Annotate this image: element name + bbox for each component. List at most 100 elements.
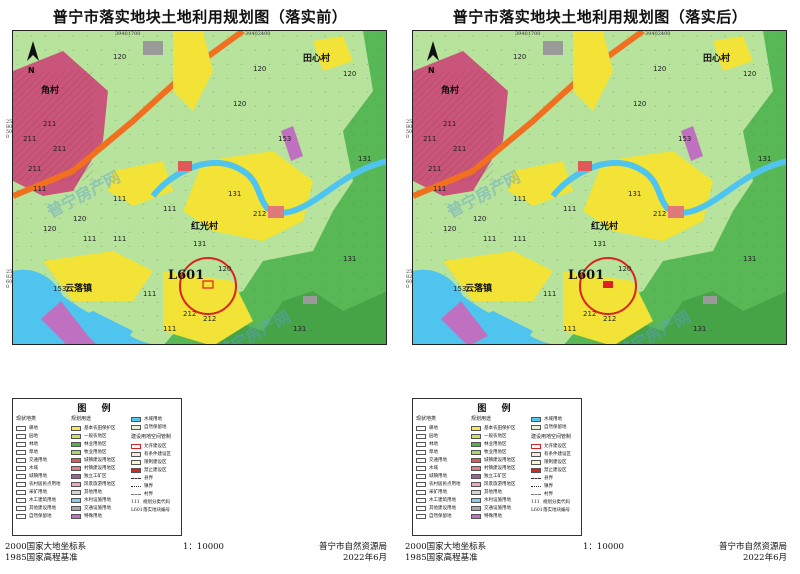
code-labels: 120 120 120 120 153 211 211 211 111 111 … xyxy=(23,53,371,333)
svg-text:212: 212 xyxy=(603,315,616,323)
footer-left: 2000国家大地坐标系 1985国家高程基准 xyxy=(405,542,487,563)
footer-right: 普宁市自然资源局 2022年6月 xyxy=(718,542,787,563)
svg-text:120: 120 xyxy=(233,100,246,108)
svg-text:120: 120 xyxy=(218,265,231,273)
legend-title: 图 例 xyxy=(77,404,117,414)
svg-text:120: 120 xyxy=(113,53,126,61)
svg-text:120: 120 xyxy=(633,100,646,108)
svg-text:212: 212 xyxy=(583,310,596,318)
svg-text:111: 111 xyxy=(83,235,96,243)
legend-title: 图 例 xyxy=(477,404,517,414)
legend-col-2: 规划用途 基本农田保护区 一般农地区 林业用地区 牧业用地区 城镇建设用地区 村… xyxy=(71,416,116,519)
svg-text:111: 111 xyxy=(163,325,176,333)
map-panel-before: 普宁市落实地块土地利用规划图（落实前） ˇ xyxy=(5,0,395,574)
svg-text:211: 211 xyxy=(453,145,466,153)
svg-text:153: 153 xyxy=(53,285,66,293)
svg-text:131: 131 xyxy=(593,240,606,248)
coord-left-2: 2582600 xyxy=(6,269,13,290)
svg-text:120: 120 xyxy=(513,53,526,61)
svg-text:131: 131 xyxy=(628,190,641,198)
legend-col-2: 规划用途 基本农田保护区 一般农地区 林业用地区 牧业用地区 城镇建设用地区 村… xyxy=(471,416,516,519)
coord-top-1: 39401700 xyxy=(515,31,541,37)
svg-text:212: 212 xyxy=(183,310,196,318)
svg-text:131: 131 xyxy=(343,255,356,263)
svg-text:N: N xyxy=(28,66,35,75)
north-arrow-icon: N xyxy=(427,41,439,75)
svg-text:212: 212 xyxy=(203,315,216,323)
land-use-map: ˇ xyxy=(413,31,786,344)
svg-text:212: 212 xyxy=(253,210,266,218)
svg-text:131: 131 xyxy=(743,255,756,263)
svg-text:131: 131 xyxy=(693,325,706,333)
svg-text:212: 212 xyxy=(653,210,666,218)
svg-text:120: 120 xyxy=(343,70,356,78)
coord-top-1: 39401700 xyxy=(115,31,141,37)
coord-left-2: 2582600 xyxy=(406,269,413,290)
svg-text:N: N xyxy=(428,66,435,75)
svg-text:120: 120 xyxy=(618,265,631,273)
map-panel-after: 普宁市落实地块土地利用规划图（落实后） ˇ xyxy=(405,0,795,574)
svg-text:211: 211 xyxy=(28,165,41,173)
svg-text:云落镇: 云落镇 xyxy=(65,282,92,294)
svg-text:111: 111 xyxy=(563,205,576,213)
panel-title: 普宁市落实地块土地利用规划图（落实后） xyxy=(452,8,748,26)
footer-scale: 1：10000 xyxy=(583,542,624,552)
map-legend: 图 例 现状地类 耕地 园地 林地 草地 交通用地 水域 城镇用地 农村居民点用… xyxy=(412,398,582,536)
svg-text:153: 153 xyxy=(278,135,291,143)
coord-left-1: 2580500 xyxy=(406,119,413,140)
legend-col-1: 现状地类 耕地 园地 林地 草地 交通用地 水域 城镇用地 农村居民点用地 采矿… xyxy=(16,416,61,519)
svg-text:111: 111 xyxy=(513,235,526,243)
legend-col-1: 现状地类 耕地 园地 林地 草地 交通用地 水域 城镇用地 农村居民点用地 采矿… xyxy=(416,416,461,519)
coord-top-2: 39402400 xyxy=(645,31,671,37)
svg-text:211: 211 xyxy=(423,135,436,143)
svg-text:角村: 角村 xyxy=(441,84,459,96)
place-labels: 角村 田心村 红光村 云落镇 xyxy=(441,52,730,294)
footer-right: 普宁市自然资源局 2022年6月 xyxy=(318,542,387,563)
svg-text:120: 120 xyxy=(443,225,456,233)
svg-text:红光村: 红光村 xyxy=(191,220,218,232)
svg-text:211: 211 xyxy=(443,120,456,128)
svg-text:111: 111 xyxy=(483,235,496,243)
svg-text:131: 131 xyxy=(758,155,771,163)
svg-text:111: 111 xyxy=(563,325,576,333)
svg-text:131: 131 xyxy=(193,240,206,248)
north-arrow-icon: N xyxy=(27,41,39,75)
code-labels: 120 120 120 120 153 211 211 211 111 111 … xyxy=(423,53,771,333)
svg-text:211: 211 xyxy=(428,165,441,173)
footer-scale: 1：10000 xyxy=(183,542,224,552)
map-frame: ˇ xyxy=(412,30,787,345)
svg-text:211: 211 xyxy=(23,135,36,143)
svg-text:120: 120 xyxy=(473,215,486,223)
svg-text:角村: 角村 xyxy=(41,84,59,96)
svg-text:120: 120 xyxy=(253,65,266,73)
map-legend: 图 例 现状地类 耕地 园地 林地 草地 交通用地 水域 城镇用地 农村居民点用… xyxy=(12,398,182,536)
svg-text:云落镇: 云落镇 xyxy=(465,282,492,294)
svg-text:131: 131 xyxy=(293,325,306,333)
svg-text:120: 120 xyxy=(73,215,86,223)
svg-text:153: 153 xyxy=(678,135,691,143)
svg-text:111: 111 xyxy=(543,290,556,298)
svg-text:111: 111 xyxy=(33,185,46,193)
svg-text:131: 131 xyxy=(228,190,241,198)
svg-text:120: 120 xyxy=(43,225,56,233)
svg-text:111: 111 xyxy=(163,205,176,213)
legend-col-3: 水域用地 自然保留地 建设用地空间管制 允许建设区 有条件建设区 限制建设区 禁… xyxy=(531,416,572,513)
footer-left: 2000国家大地坐标系 1985国家高程基准 xyxy=(5,542,87,563)
svg-text:120: 120 xyxy=(743,70,756,78)
svg-text:111: 111 xyxy=(513,195,526,203)
place-labels: 角村 田心村 红光村 云落镇 xyxy=(41,52,330,294)
map-frame: ˇ xyxy=(12,30,387,345)
svg-text:田心村: 田心村 xyxy=(703,52,730,64)
legend-col-3: 水域用地 自然保留地 建设用地空间管制 允许建设区 有条件建设区 限制建设区 禁… xyxy=(131,416,172,513)
svg-text:田心村: 田心村 xyxy=(303,52,330,64)
svg-text:红光村: 红光村 xyxy=(591,220,618,232)
parcel-label: L601 xyxy=(568,268,604,283)
panel-title: 普宁市落实地块土地利用规划图（落实前） xyxy=(52,8,348,26)
svg-text:111: 111 xyxy=(113,195,126,203)
svg-text:131: 131 xyxy=(358,155,371,163)
svg-text:211: 211 xyxy=(53,145,66,153)
land-use-map: ˇ xyxy=(13,31,386,344)
svg-text:211: 211 xyxy=(43,120,56,128)
coord-left-1: 2580500 xyxy=(6,119,13,140)
svg-text:111: 111 xyxy=(433,185,446,193)
